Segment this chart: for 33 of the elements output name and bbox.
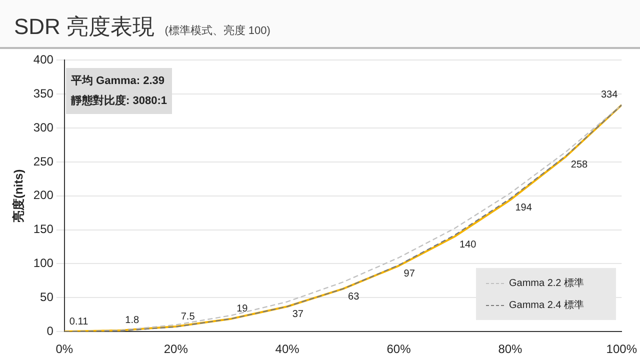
- annotation: 靜態對比度: 3080:1: [71, 94, 167, 109]
- x-tick-label: 0%: [56, 342, 74, 356]
- data-label: 258: [570, 159, 588, 170]
- data-label: 1.8: [125, 315, 140, 326]
- data-label: 19: [236, 303, 248, 314]
- x-tick-label: 20%: [164, 342, 188, 356]
- y-axis-title: 亮度(nits): [12, 169, 26, 224]
- y-tick-label: 50: [40, 290, 54, 304]
- data-label: 63: [348, 292, 360, 303]
- data-label: 194: [515, 202, 532, 214]
- y-tick-label: 100: [33, 256, 54, 270]
- data-label: 37: [292, 309, 304, 320]
- y-tick-label: 400: [33, 52, 54, 67]
- data-label: 334: [600, 90, 618, 101]
- y-tick-label: 250: [33, 154, 54, 168]
- data-label: 140: [459, 239, 477, 250]
- legend-label: Gamma 2.4 標準: [509, 298, 584, 312]
- x-tick-label: 40%: [275, 342, 300, 356]
- y-tick-label: 300: [33, 120, 54, 134]
- y-tick-label: 200: [33, 188, 54, 202]
- data-label: 0.11: [69, 316, 89, 328]
- data-label: 97: [404, 268, 416, 280]
- annotation: 平均 Gamma: 2.39: [71, 74, 166, 89]
- x-tick-label: 60%: [386, 342, 412, 356]
- x-tick-label: 100%: [606, 342, 638, 356]
- y-tick-label: 150: [33, 222, 54, 236]
- chart-title: SDR 亮度表現: [14, 14, 155, 39]
- x-tick-label: 80%: [498, 342, 523, 356]
- y-tick-label: 350: [33, 86, 54, 100]
- legend-label: Gamma 2.2 標準: [509, 276, 584, 290]
- data-label: 7.5: [180, 311, 196, 322]
- chart-subtitle: (標準模式、亮度 100): [164, 25, 270, 37]
- y-tick-label: 0: [46, 324, 54, 338]
